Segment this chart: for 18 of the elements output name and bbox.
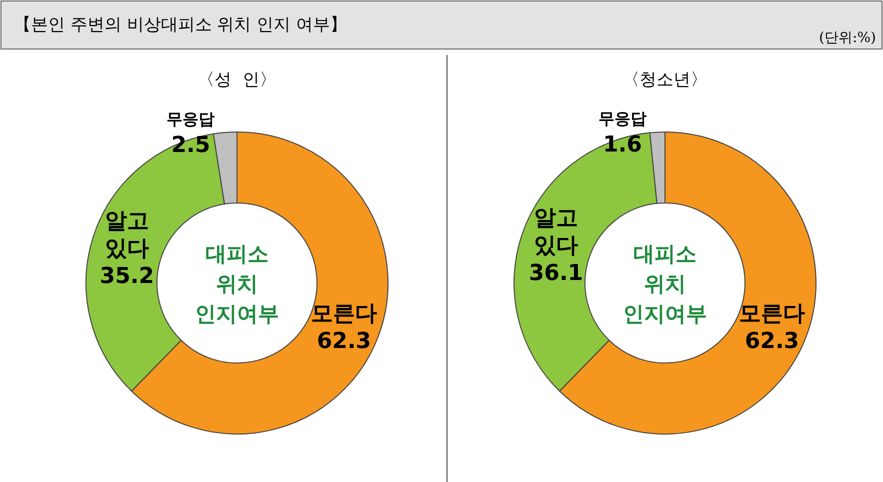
data-label: 35.2 [100, 264, 154, 290]
data-label: 2.5 [171, 132, 210, 158]
chart-title: 〈청소년〉 [622, 70, 708, 90]
slice-label: 알고 있다 [104, 209, 149, 262]
slice-label: 모른다 [738, 301, 805, 326]
text: 대피소 위치 인지여부 [623, 242, 707, 326]
data-label: 62.3 [744, 328, 800, 354]
text: 대피소 위치 인지여부 [195, 242, 279, 326]
slice-label: 무응답 [166, 109, 215, 128]
data-label: 36.1 [528, 261, 584, 286]
slice-label: 모른다 [310, 301, 377, 326]
text: (단위:%) [819, 30, 876, 46]
data-label: 62.3 [316, 328, 372, 354]
slice-label: 알고 있다 [534, 206, 578, 259]
data-label: 1.6 [602, 132, 642, 158]
chart-title: 〈성 인〉 [198, 70, 276, 90]
text: 【본인 주변의 비상대피소 위치 인지 여부】 [14, 15, 348, 35]
slice-label: 무응답 [598, 109, 646, 128]
